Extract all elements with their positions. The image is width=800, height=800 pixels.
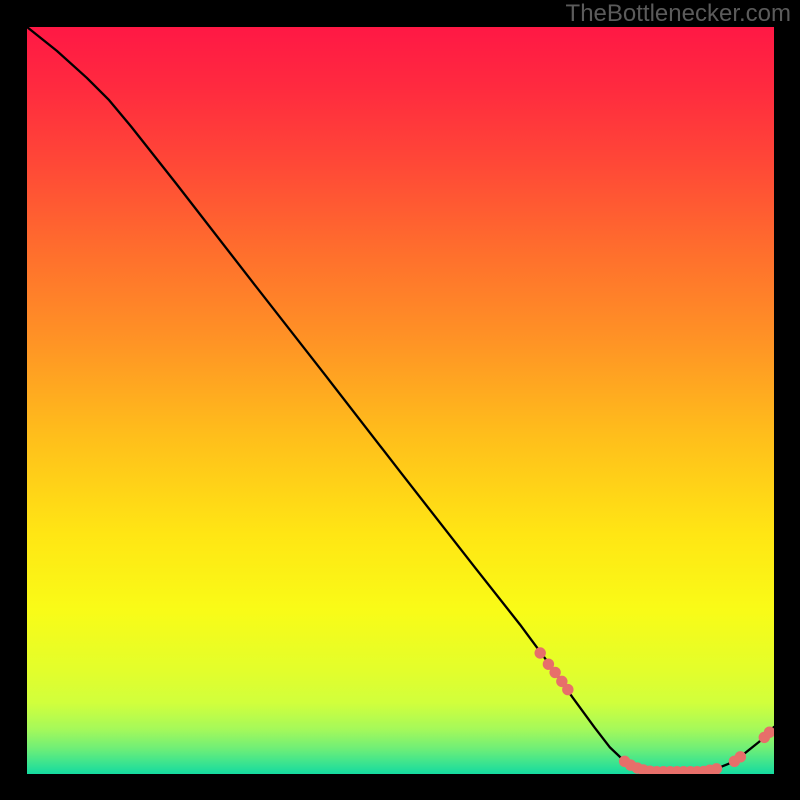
curve-layer (27, 27, 774, 774)
data-marker (535, 648, 545, 658)
data-markers (535, 648, 774, 774)
bottleneck-curve (27, 27, 774, 772)
data-marker (563, 684, 573, 694)
attribution-label: TheBottlenecker.com (566, 0, 791, 28)
data-marker (764, 727, 774, 737)
data-marker (711, 764, 721, 774)
chart-root: TheBottlenecker.com (0, 0, 800, 800)
data-marker (735, 752, 745, 762)
data-marker (550, 667, 560, 677)
plot-area (27, 27, 774, 774)
